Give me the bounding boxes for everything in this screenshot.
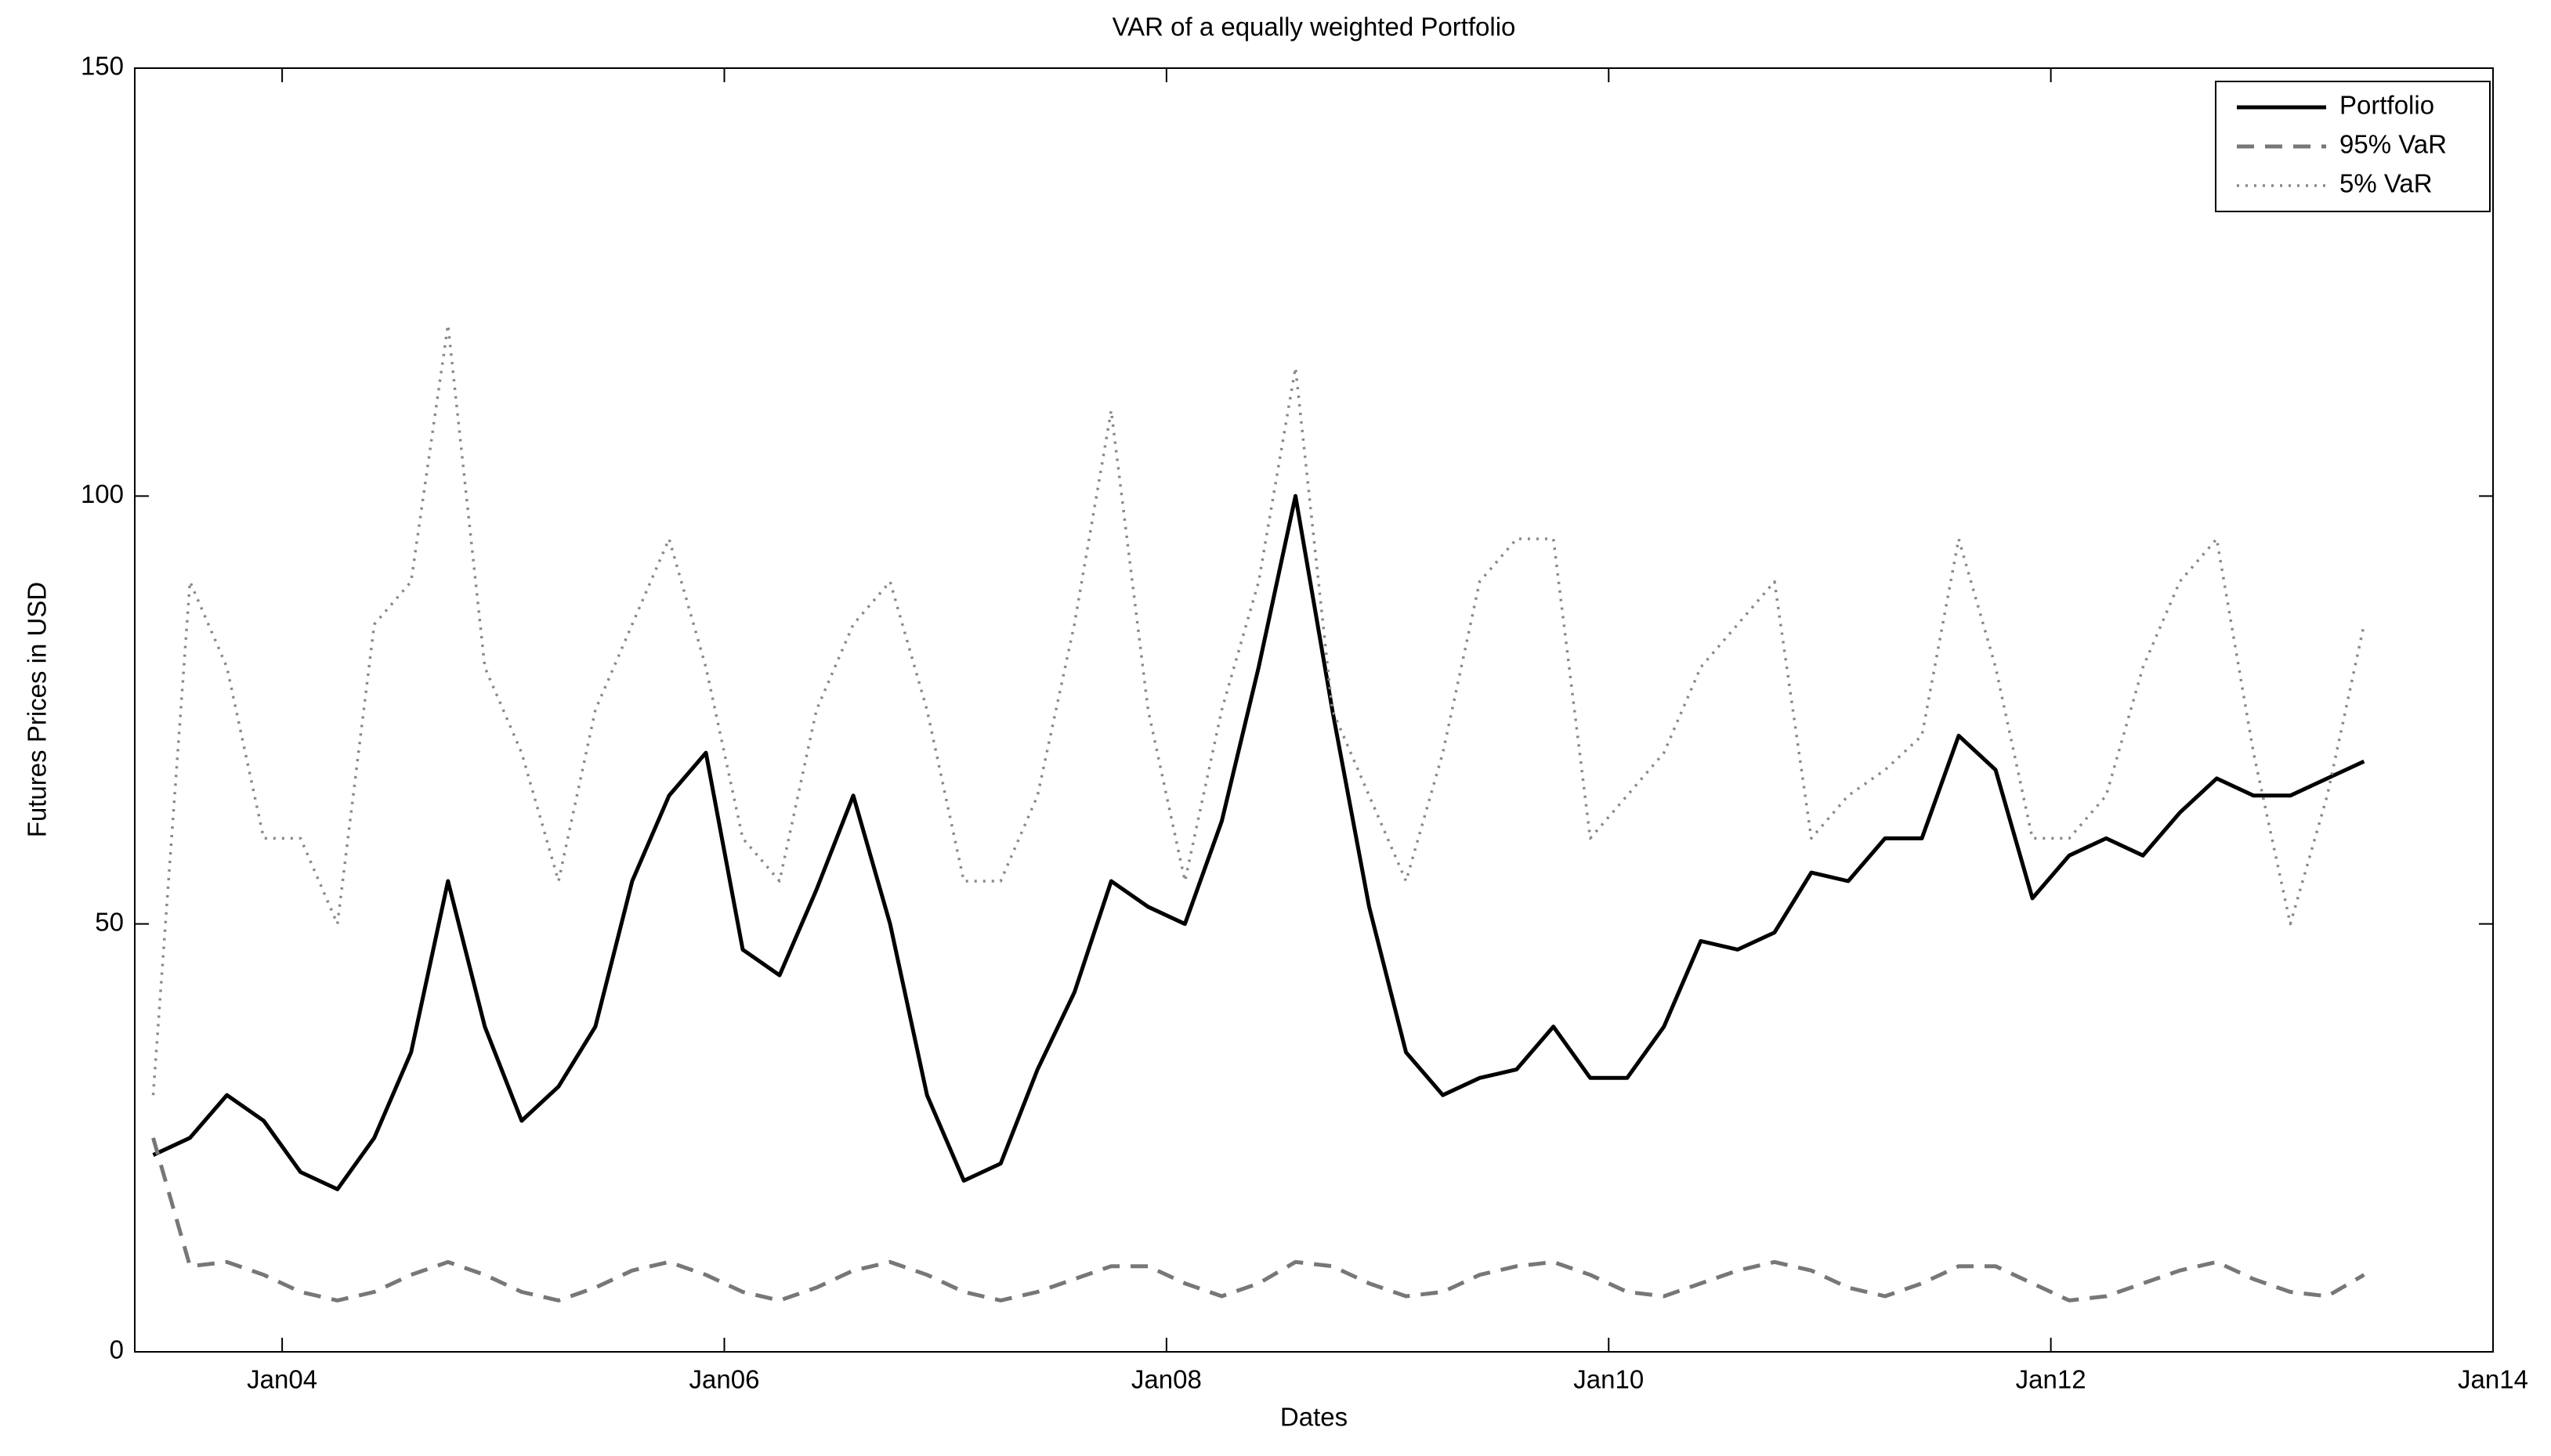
series-line <box>151 1137 2365 1302</box>
x-tick-label: Jan12 <box>2016 1365 2086 1394</box>
legend-box <box>2215 81 2491 212</box>
y-tick-label: 50 <box>95 907 124 936</box>
y-tick-label: 150 <box>81 52 124 81</box>
legend-label: 5% VaR <box>2339 169 2433 198</box>
legend-label: 95% VaR <box>2339 130 2447 159</box>
chart-title: VAR of a equally weighted Portfolio <box>1113 13 1516 42</box>
x-axis-label: Dates <box>1280 1403 1348 1432</box>
legend-label: Portfolio <box>2339 91 2434 120</box>
plot-frame <box>134 67 2494 1353</box>
x-tick-label: Jan14 <box>2458 1365 2528 1394</box>
y-tick-label: 100 <box>81 479 124 508</box>
y-axis-label: Futures Prices in USD <box>23 582 52 837</box>
x-tick-label: Jan06 <box>689 1365 760 1394</box>
x-tick-label: Jan08 <box>1131 1365 1202 1394</box>
series-line <box>152 493 2365 1191</box>
x-tick-label: Jan10 <box>1573 1365 1644 1394</box>
x-tick-label: Jan04 <box>247 1365 317 1394</box>
y-tick-label: 0 <box>110 1335 124 1364</box>
